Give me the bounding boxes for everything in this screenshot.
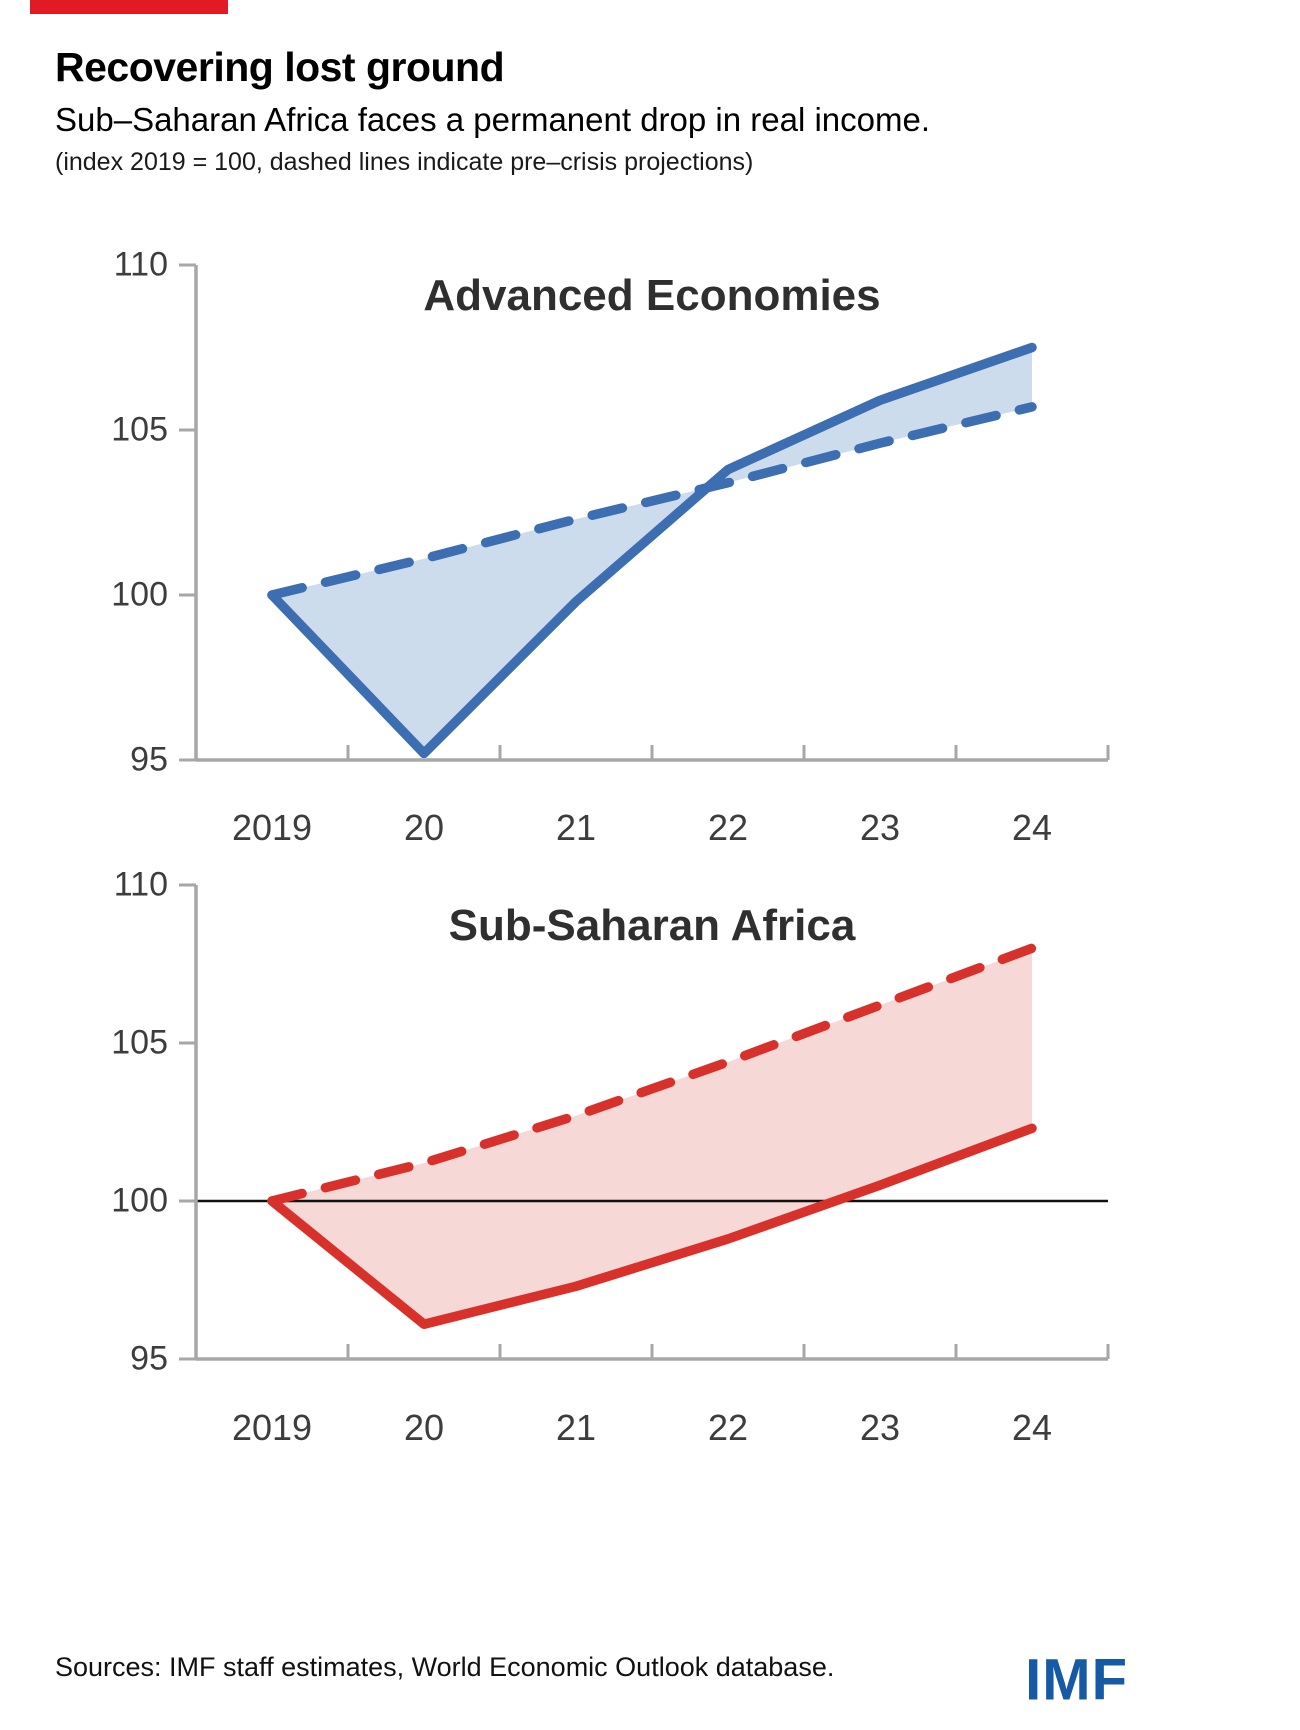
imf-logo: IMF [1025,1647,1128,1713]
x-tick-label: 2019 [231,1407,313,1448]
y-tick-label: 100 [111,575,168,614]
x-tick-label: 20 [403,807,445,848]
x-tick-label: 22 [707,1407,749,1448]
page-subtitle: Sub–Saharan Africa faces a permanent dro… [55,101,931,138]
x-tick-label: 21 [555,1407,597,1448]
x-tick-label: 24 [1011,1407,1053,1448]
y-tick-label: 105 [111,1023,168,1062]
x-tick-label: 24 [1011,807,1053,848]
page-title: Recovering lost ground [55,44,505,90]
y-tick-label: 110 [113,865,168,904]
x-tick-label: 2019 [231,807,313,848]
x-tick-label: 20 [403,1407,445,1448]
area-between-projections [272,347,1032,754]
x-tick-label: 22 [707,807,749,848]
x-tick-label: 23 [859,807,901,848]
x-tick-label: 23 [859,1407,901,1448]
x-tick-label: 21 [555,807,597,848]
y-tick-label: 110 [113,245,168,284]
red-accent-bar [30,0,228,14]
chart-title: Sub-Saharan Africa [448,901,856,950]
y-tick-label: 95 [130,1339,168,1378]
chart-title: Advanced Economies [423,271,881,320]
y-tick-label: 95 [130,740,168,779]
pre-crisis-projection-line [267,943,1037,1206]
page-note: (index 2019 = 100, dashed lines indicate… [55,148,754,176]
current-projection-line [267,1123,1037,1329]
area-between-projections [272,948,1032,1325]
pre-crisis-projection-line [267,402,1037,600]
y-tick-label: 105 [111,410,168,449]
y-tick-label: 100 [111,1181,168,1220]
current-projection-line [267,342,1037,759]
sources-text: Sources: IMF staff estimates, World Econ… [55,1652,835,1682]
